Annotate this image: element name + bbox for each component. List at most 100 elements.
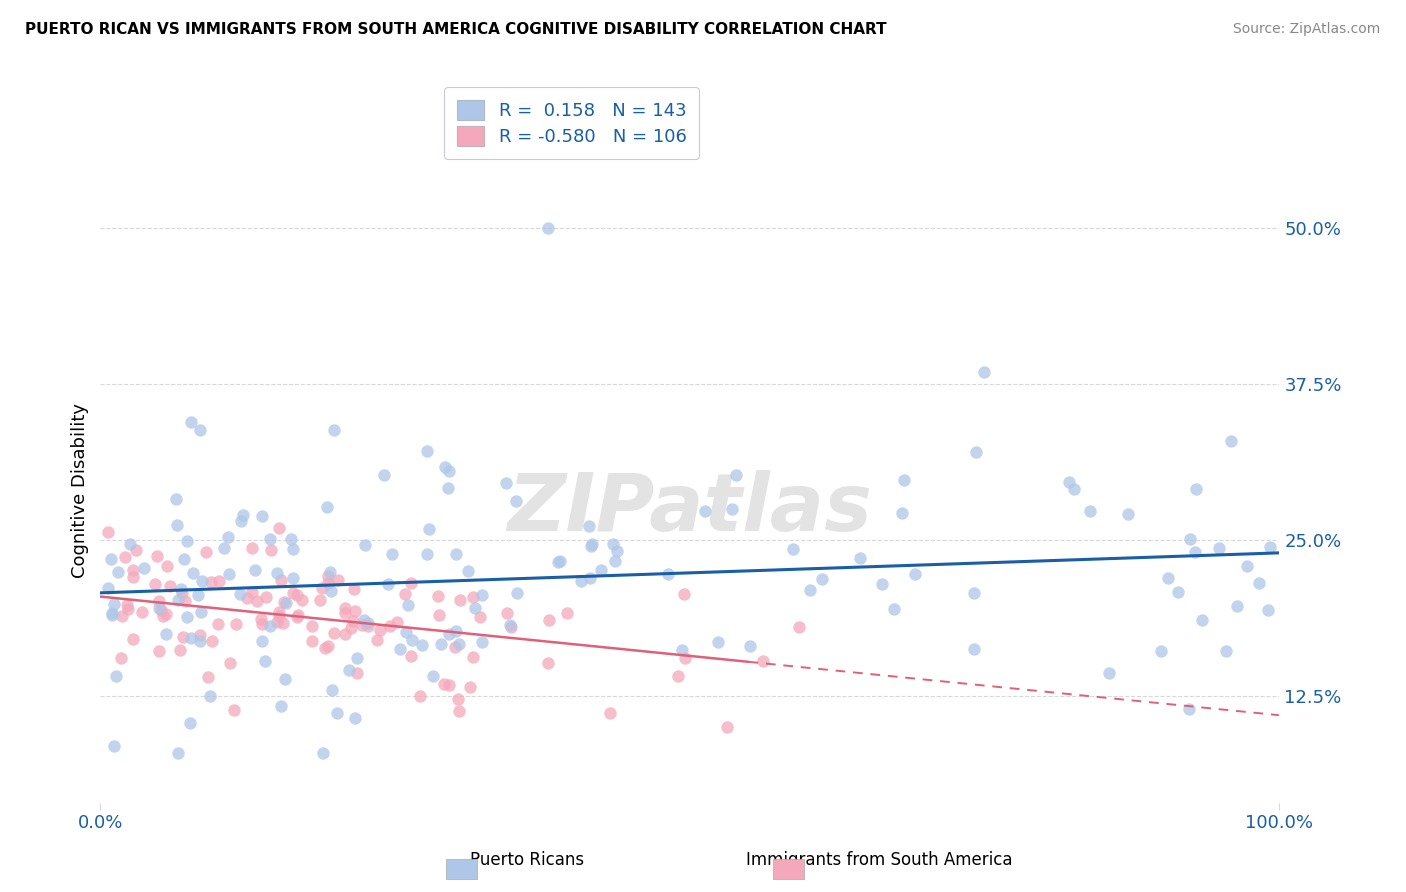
Point xyxy=(172,631,194,645)
Point xyxy=(346,666,368,681)
Point xyxy=(232,508,254,522)
Point xyxy=(207,617,229,632)
Point xyxy=(125,543,148,558)
Point xyxy=(437,481,460,495)
Point xyxy=(1167,585,1189,599)
Point xyxy=(201,633,224,648)
Point xyxy=(399,575,422,590)
Point xyxy=(505,586,527,600)
Point xyxy=(418,522,440,536)
Point xyxy=(366,632,388,647)
Point xyxy=(1208,541,1230,555)
Point xyxy=(342,614,364,628)
Point xyxy=(218,566,240,581)
Point xyxy=(427,608,450,623)
Point xyxy=(103,739,125,754)
Point xyxy=(236,591,259,605)
Point xyxy=(1191,613,1213,627)
Point xyxy=(1258,540,1281,554)
Point xyxy=(143,577,166,591)
Point xyxy=(155,607,177,621)
Point xyxy=(394,587,416,601)
Point xyxy=(716,720,738,734)
Point xyxy=(368,624,391,638)
Point xyxy=(458,681,481,695)
Point xyxy=(228,587,250,601)
Point xyxy=(200,574,222,589)
Point xyxy=(1116,507,1139,521)
Point xyxy=(1156,571,1178,585)
Point xyxy=(97,581,120,595)
Point xyxy=(179,716,201,731)
Point xyxy=(571,574,593,588)
Point xyxy=(350,618,373,632)
Point xyxy=(738,639,761,653)
Point xyxy=(1059,475,1081,489)
Point xyxy=(395,625,418,640)
Point xyxy=(283,570,305,584)
Point xyxy=(589,563,612,577)
Point xyxy=(165,491,187,506)
Y-axis label: Cognitive Disability: Cognitive Disability xyxy=(72,403,89,578)
Point xyxy=(904,566,927,581)
Point xyxy=(581,539,603,553)
Point xyxy=(963,586,986,600)
Point xyxy=(273,595,295,609)
Point xyxy=(581,537,603,551)
Point xyxy=(229,515,252,529)
Point xyxy=(340,620,363,634)
Point xyxy=(444,640,467,655)
Point xyxy=(724,468,747,483)
Point xyxy=(176,534,198,549)
Point xyxy=(194,545,217,559)
Point xyxy=(430,637,453,651)
Point xyxy=(657,567,679,582)
Point xyxy=(208,574,231,588)
Point xyxy=(721,502,744,516)
Point xyxy=(180,415,202,429)
Point xyxy=(346,650,368,665)
Point xyxy=(148,601,170,615)
Point xyxy=(243,563,266,577)
Point xyxy=(271,616,294,631)
Point xyxy=(103,597,125,611)
Point xyxy=(377,576,399,591)
Point xyxy=(578,519,600,533)
Point xyxy=(173,552,195,566)
Point xyxy=(259,532,281,546)
Point xyxy=(100,607,122,622)
Point xyxy=(172,586,194,600)
Point xyxy=(250,612,273,626)
Point xyxy=(291,593,314,607)
Point xyxy=(321,583,343,598)
Point xyxy=(555,606,578,620)
Point xyxy=(280,532,302,546)
Point xyxy=(787,620,810,634)
Point xyxy=(457,564,479,578)
Point xyxy=(388,641,411,656)
Point xyxy=(159,579,181,593)
Point xyxy=(335,627,357,641)
Point xyxy=(311,581,333,595)
Point xyxy=(118,537,141,551)
Point xyxy=(267,605,290,619)
Point xyxy=(260,543,283,558)
Point xyxy=(170,582,193,597)
Point xyxy=(416,547,439,561)
Point xyxy=(505,494,527,508)
Point xyxy=(387,615,409,630)
Point xyxy=(114,549,136,564)
Point xyxy=(122,564,145,578)
Point xyxy=(274,596,297,610)
Point xyxy=(1220,434,1243,448)
Point xyxy=(666,668,689,682)
Point xyxy=(115,598,138,612)
Point xyxy=(693,504,716,518)
Point xyxy=(270,574,292,588)
Point xyxy=(316,639,339,653)
Point xyxy=(314,641,336,656)
Point xyxy=(471,589,494,603)
Point xyxy=(146,549,169,563)
Point xyxy=(326,706,349,720)
Point xyxy=(281,585,304,599)
